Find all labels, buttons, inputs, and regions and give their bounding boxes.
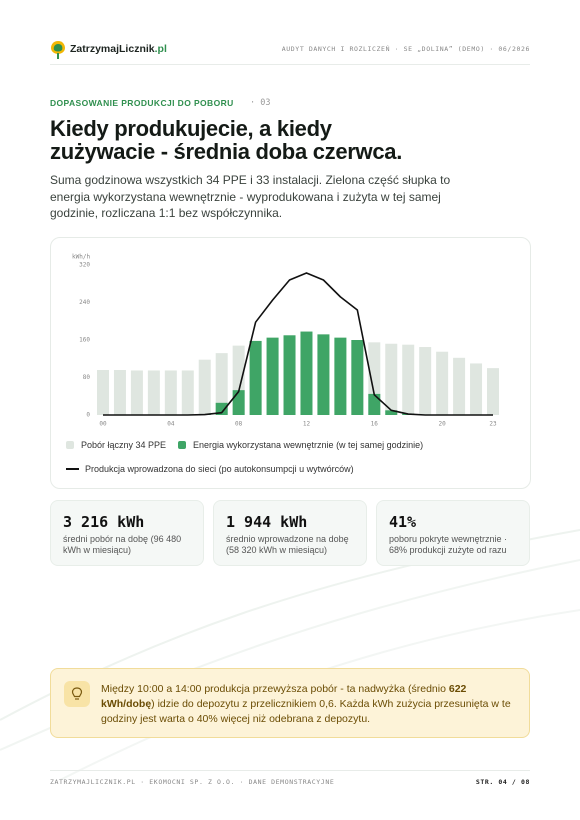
bar bbox=[181, 370, 194, 415]
header-meta: AUDYT DANYCH I ROZLICZEŃ · SE „DOLINA” (… bbox=[281, 45, 530, 53]
legend-label: Produkcja wprowadzona do sieci (po autok… bbox=[85, 464, 354, 474]
footer-rule bbox=[50, 770, 530, 771]
description: Suma godzinowa wszystkich 34 PPE i 33 in… bbox=[50, 173, 451, 220]
bar bbox=[317, 334, 330, 415]
bar bbox=[334, 337, 347, 415]
bar bbox=[487, 368, 499, 415]
bar bbox=[249, 340, 262, 415]
stat-value: 3 216 kWh bbox=[63, 513, 145, 531]
stat-caption: średnio wprowadzone na dobę (58 320 kWh … bbox=[226, 534, 349, 555]
bar bbox=[215, 353, 228, 415]
legend-swatch bbox=[66, 441, 74, 449]
y-tick-label: 240 bbox=[79, 299, 90, 306]
y-axis-label: kWh/h bbox=[72, 254, 90, 261]
bar bbox=[130, 370, 143, 415]
stat-value: 41% bbox=[389, 513, 417, 531]
x-tick-label: 08 bbox=[235, 421, 243, 428]
bar bbox=[300, 331, 313, 415]
legend-item: Pobór łączny 34 PPE bbox=[66, 440, 166, 450]
footer-left: ZATRZYMAJLICZNIK.PL · EKOMOCNI SP. Z O.O… bbox=[50, 778, 335, 786]
logo-icon bbox=[51, 41, 65, 59]
footer-right: STR. 04 / 08 bbox=[475, 778, 530, 786]
x-tick-label: 20 bbox=[439, 421, 447, 428]
title-line: Kiedy produkujecie, a kiedy bbox=[50, 116, 332, 141]
title: Kiedy produkujecie, a kiedy zużywacie - … bbox=[50, 117, 402, 163]
x-tick-label: 00 bbox=[99, 421, 107, 428]
x-tick-label: 23 bbox=[489, 421, 497, 428]
bar bbox=[436, 351, 449, 415]
stat-value: 1 944 kWh bbox=[226, 513, 308, 531]
legend-swatch bbox=[178, 441, 186, 449]
callout bbox=[50, 668, 530, 738]
y-tick-label: 80 bbox=[83, 374, 91, 381]
legend-item: Energia wykorzystana wewnętrznie (w tej … bbox=[178, 440, 423, 450]
callout-highlight: 622 kWh/dobę bbox=[101, 683, 467, 710]
header-rule bbox=[50, 64, 530, 65]
callout-text-part: Między 10:00 a 14:00 produkcja przewyższ… bbox=[101, 683, 449, 695]
bar bbox=[368, 393, 381, 415]
callout-text-part: ) idzie do depozytu z przelicznikiem 0,6… bbox=[101, 698, 511, 725]
brand-suffix: .pl bbox=[154, 43, 167, 55]
bar bbox=[419, 347, 432, 415]
bar bbox=[453, 357, 466, 415]
stat-card: 3 216 kWh średni pobór na dobę (96 480 kW… bbox=[50, 500, 204, 566]
x-tick-label: 16 bbox=[371, 421, 379, 428]
stat-caption: poboru pokryte wewnętrznie · 68% produkc… bbox=[389, 534, 508, 555]
legend-label: Pobór łączny 34 PPE bbox=[81, 440, 167, 450]
bar bbox=[232, 390, 245, 415]
section-number: · 03 bbox=[250, 98, 271, 108]
bar bbox=[198, 359, 211, 415]
legend-swatch bbox=[66, 468, 79, 470]
brand-main: ZatrzymajLicznik bbox=[70, 43, 155, 55]
bar bbox=[215, 402, 228, 415]
y-tick-label: 160 bbox=[79, 337, 90, 344]
bar bbox=[402, 344, 415, 415]
stat-card: 1 944 kWh średnio wprowadzone na dobę (58… bbox=[213, 500, 367, 566]
bar bbox=[113, 370, 126, 415]
bar bbox=[164, 370, 177, 415]
bar bbox=[283, 335, 296, 415]
legend-item: Produkcja wprowadzona do sieci (po autok… bbox=[66, 464, 354, 474]
legend-label: Energia wykorzystana wewnętrznie (w tej … bbox=[193, 440, 424, 450]
bar bbox=[97, 370, 109, 415]
x-tick-label: 04 bbox=[167, 421, 175, 428]
bar bbox=[351, 340, 364, 415]
bar bbox=[385, 410, 398, 415]
eyebrow: DOPASOWANIE PRODUKCJI DO POBORU bbox=[50, 98, 234, 108]
stat-card: 41% poboru pokryte wewnętrznie · 68% prod… bbox=[376, 500, 530, 566]
stat-caption: średni pobór na dobę (96 480 kWh w miesi… bbox=[63, 534, 182, 555]
callout-text: Między 10:00 a 14:00 produkcja przewyższ… bbox=[101, 682, 511, 727]
y-tick-label: 0 bbox=[86, 412, 90, 419]
title-line: zużywacie - średnia doba czerwca. bbox=[50, 139, 403, 164]
line bbox=[103, 272, 493, 416]
bar bbox=[385, 343, 398, 415]
y-tick-label: 320 bbox=[79, 262, 90, 269]
x-tick-label: 12 bbox=[303, 421, 311, 428]
chart: kWh/h 0 80 160 240 320 00 04 08 12 16 20 23 bbox=[72, 254, 499, 428]
bar bbox=[470, 363, 483, 415]
bar bbox=[266, 337, 279, 415]
callout-icon bbox=[64, 681, 90, 707]
bar bbox=[147, 370, 160, 415]
brand: ZatrzymajLicznik.pl bbox=[70, 43, 167, 55]
